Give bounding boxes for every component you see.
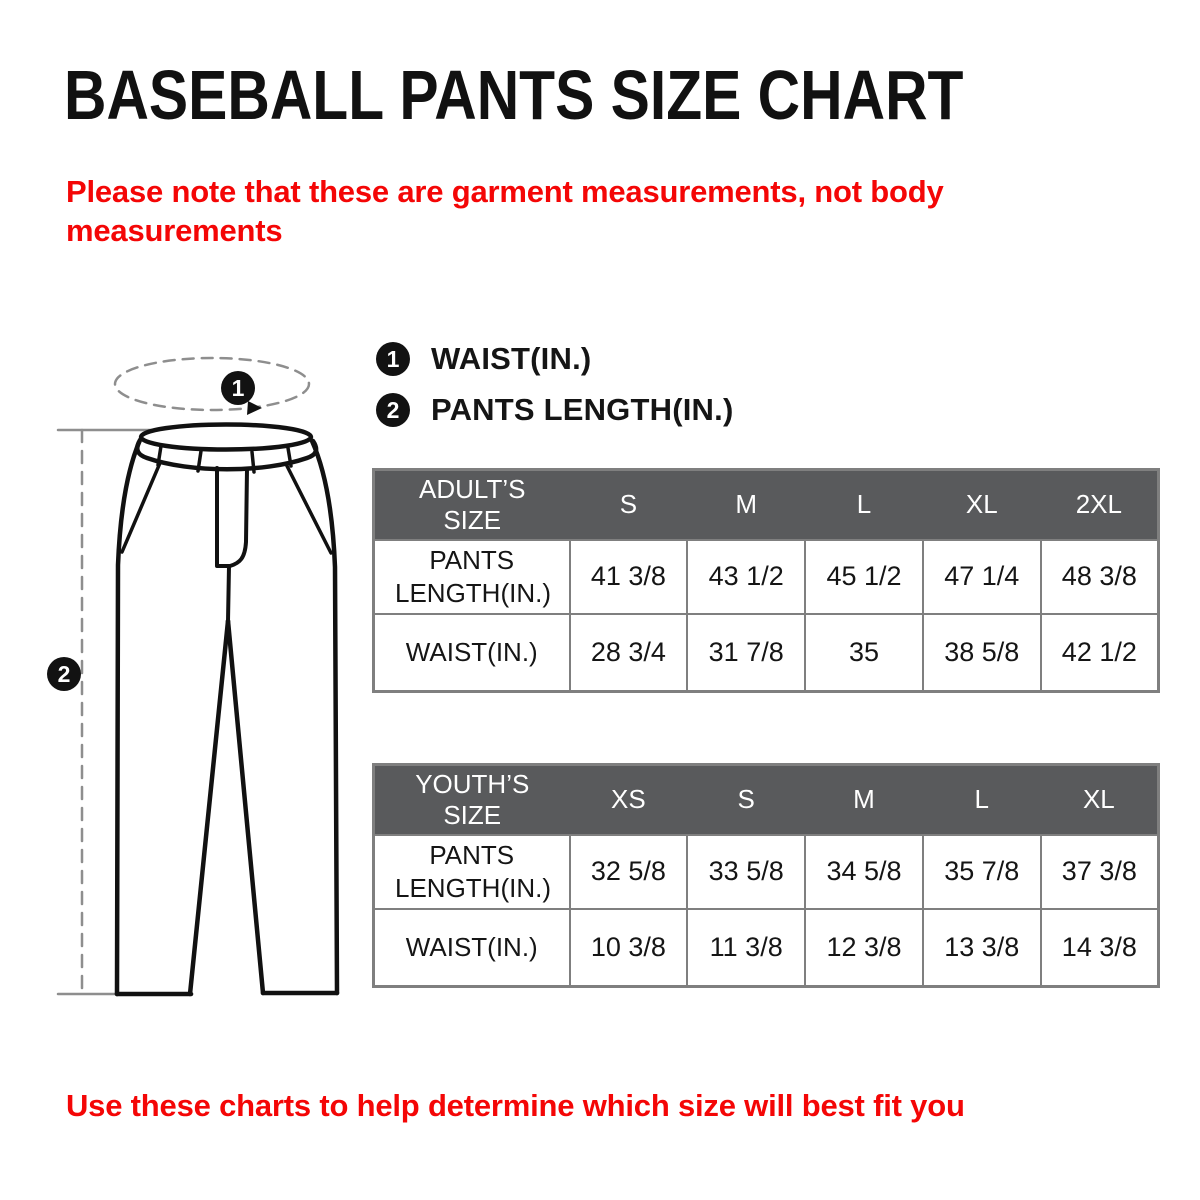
fly-right xyxy=(228,467,249,568)
youth-waist-row: WAIST(IN.) 10 3/8 11 3/8 12 3/8 13 3/8 1… xyxy=(372,907,1160,988)
legend-label-pants-length: PANTS LENGTH(IN.) xyxy=(431,392,734,427)
value-cell: 33 5/8 xyxy=(686,833,807,910)
belt-loop xyxy=(156,444,163,467)
value-cell: 14 3/8 xyxy=(1039,907,1160,988)
waist-opening xyxy=(138,422,314,452)
size-header-cell: L xyxy=(922,764,1041,835)
value-cell: 13 3/8 xyxy=(921,907,1042,988)
right-pocket xyxy=(284,462,333,555)
size-header-cell: M xyxy=(805,764,923,835)
value-cell: 28 3/4 xyxy=(568,612,689,693)
value-cell: 38 5/8 xyxy=(921,612,1042,693)
belt-loop xyxy=(196,449,203,473)
pants-diagram xyxy=(56,356,340,997)
right-outer-seam xyxy=(309,438,340,996)
size-header-cell: XS xyxy=(569,764,688,835)
diagram-waist-badge: 1 xyxy=(221,371,255,405)
value-cell: 45 1/2 xyxy=(804,538,924,615)
belt-loop xyxy=(286,446,293,468)
value-cell: 34 5/8 xyxy=(804,833,924,910)
row-label: PANTS LENGTH(IN.) xyxy=(372,538,571,615)
pants-length-number-badge: 2 xyxy=(376,393,410,427)
adult-pants-length-row: PANTS LENGTH(IN.) 41 3/8 43 1/2 45 1/2 4… xyxy=(372,538,1160,615)
youth-pants-length-row: PANTS LENGTH(IN.) 32 5/8 33 5/8 34 5/8 3… xyxy=(372,833,1160,910)
legend-label-waist: WAIST(IN.) xyxy=(431,341,592,376)
size-header-cell: S xyxy=(687,764,806,835)
value-cell: 47 1/4 xyxy=(921,538,1042,615)
diagram-length-badge: 2 xyxy=(47,657,81,691)
value-cell: 31 7/8 xyxy=(686,612,807,693)
value-cell: 48 3/8 xyxy=(1039,538,1160,615)
row-label: WAIST(IN.) xyxy=(372,907,571,988)
left-pocket xyxy=(120,461,162,554)
value-cell: 35 xyxy=(804,612,924,693)
adult-corner-label: ADULT’S SIZE xyxy=(373,469,570,540)
value-cell: 42 1/2 xyxy=(1039,612,1160,693)
measure-arrowhead xyxy=(247,401,262,415)
value-cell: 32 5/8 xyxy=(568,833,689,910)
left-outer-seam xyxy=(114,437,143,997)
page-title: BASEBALL PANTS SIZE CHART xyxy=(64,56,964,134)
value-cell: 35 7/8 xyxy=(921,833,1042,910)
size-header-cell: M xyxy=(687,469,806,540)
adult-waist-row: WAIST(IN.) 28 3/4 31 7/8 35 38 5/8 42 1/… xyxy=(372,612,1160,693)
measurement-legend: 1 WAIST(IN.) 2 PANTS LENGTH(IN.) xyxy=(376,341,733,428)
fly-left xyxy=(215,466,231,568)
value-cell: 37 3/8 xyxy=(1039,833,1160,910)
legend-item-pants-length: 2 PANTS LENGTH(IN.) xyxy=(376,392,733,428)
size-header-cell: XL xyxy=(1040,764,1159,835)
value-cell: 43 1/2 xyxy=(686,538,807,615)
waist-number-badge: 1 xyxy=(376,342,410,376)
right-inseam xyxy=(225,618,266,996)
value-cell: 11 3/8 xyxy=(686,907,807,988)
fit-advice-footer: Use these charts to help determine which… xyxy=(66,1088,965,1123)
size-header-cell: XL xyxy=(922,469,1041,540)
belt-loop xyxy=(250,450,256,474)
size-header-cell: L xyxy=(805,469,923,540)
legend-item-waist: 1 WAIST(IN.) xyxy=(376,341,733,377)
left-inseam xyxy=(187,618,231,997)
waist-measure-ellipse xyxy=(113,356,311,412)
row-label: PANTS LENGTH(IN.) xyxy=(372,833,571,910)
adult-size-table: ADULT’S SIZE S M L XL 2XL PANTS LENGTH(I… xyxy=(372,468,1160,693)
youth-size-table: YOUTH’S SIZE XS S M L XL PANTS LENGTH(IN… xyxy=(372,763,1160,988)
youth-header-row: YOUTH’S SIZE XS S M L XL xyxy=(373,764,1159,835)
adult-header-row: ADULT’S SIZE S M L XL 2XL xyxy=(373,469,1159,540)
row-label: WAIST(IN.) xyxy=(372,612,571,693)
size-header-cell: 2XL xyxy=(1040,469,1159,540)
garment-measurement-note: Please note that these are garment measu… xyxy=(66,174,944,248)
youth-corner-label: YOUTH’S SIZE xyxy=(373,764,570,835)
value-cell: 12 3/8 xyxy=(804,907,924,988)
value-cell: 41 3/8 xyxy=(568,538,689,615)
size-header-cell: S xyxy=(569,469,688,540)
crotch-line xyxy=(226,564,231,623)
value-cell: 10 3/8 xyxy=(568,907,689,988)
